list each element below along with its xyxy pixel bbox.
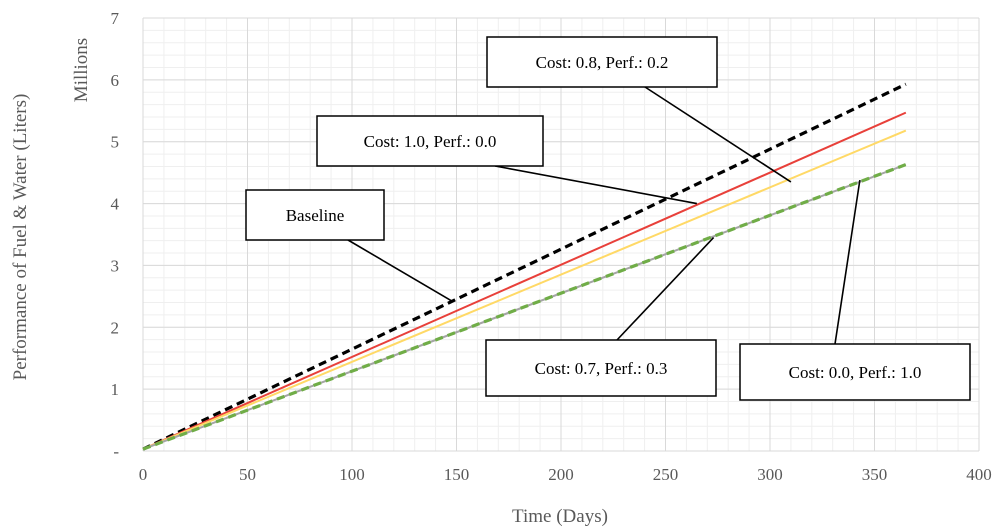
series-line-0	[142, 82, 907, 451]
callout-label-0: Cost: 0.8, Perf.: 0.2	[536, 53, 669, 72]
callout-label-1: Cost: 1.0, Perf.: 0.0	[364, 132, 497, 151]
y-tick-label: 6	[111, 71, 120, 90]
callout-box-2	[245, 189, 385, 241]
x-tick-label: 400	[966, 465, 992, 484]
series-line-4	[142, 163, 907, 451]
x-tick-label: 300	[757, 465, 783, 484]
callout-leader-1	[494, 165, 697, 205]
callout-leader-2	[347, 239, 453, 302]
callout-label-4: Cost: 0.0, Perf.: 1.0	[789, 363, 922, 382]
y-tick-label: 4	[111, 195, 120, 214]
x-axis-title: Time (Days)	[512, 506, 608, 527]
y-axis-unit-label: Millions	[71, 38, 92, 102]
y-tick-label: 3	[111, 256, 120, 275]
series-line-1	[142, 111, 907, 451]
callout-leader-4	[834, 179, 861, 345]
callout-leader-3	[616, 237, 715, 341]
y-axis-title: Performance of Fuel & Water (Liters)	[10, 94, 31, 381]
y-tick-label: 1	[111, 380, 120, 399]
x-tick-label: 100	[339, 465, 365, 484]
callout-box-3	[485, 339, 717, 397]
y-tick-label: 7	[111, 9, 120, 28]
y-tick-label: 5	[111, 133, 120, 152]
x-tick-label: 350	[862, 465, 888, 484]
series-layer	[142, 82, 907, 451]
callout-box-4	[739, 343, 971, 401]
x-tick-label: 250	[653, 465, 679, 484]
x-tick-label: 150	[444, 465, 470, 484]
x-tick-label: 0	[139, 465, 148, 484]
y-tick-label: -	[113, 442, 119, 461]
x-tick-label: 50	[239, 465, 256, 484]
callout-box-0	[486, 36, 718, 88]
callout-label-2: Baseline	[286, 206, 345, 225]
callout-box-1	[316, 115, 544, 167]
y-tick-label: 2	[111, 318, 120, 337]
callout-leader-0	[644, 86, 792, 183]
annotations-layer: Cost: 0.8, Perf.: 0.2 Cost: 1.0, Perf.: 0…	[245, 36, 971, 401]
callout-label-3: Cost: 0.7, Perf.: 0.3	[535, 359, 668, 378]
y-axis-ticks: - 1 2 3 4 5 6 7	[111, 9, 120, 461]
x-tick-label: 200	[548, 465, 574, 484]
x-axis-ticks: 0 50 100 150 200 250 300 350 400	[139, 465, 992, 484]
series-line-2	[142, 129, 907, 451]
